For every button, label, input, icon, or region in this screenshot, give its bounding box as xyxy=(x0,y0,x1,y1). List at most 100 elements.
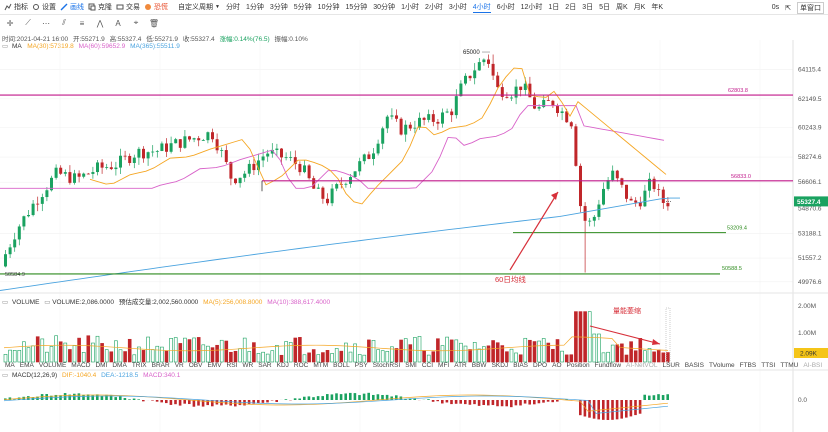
indicator-tab[interactable]: DMI xyxy=(95,361,108,369)
timeframe-tab[interactable]: 分时 xyxy=(225,4,240,11)
indicator-tab[interactable]: BIAS xyxy=(513,361,529,369)
timeframe-tab[interactable]: 15分钟 xyxy=(345,4,368,11)
indicator-tab[interactable]: MA xyxy=(5,361,15,369)
indicator-tab[interactable]: LSUR xyxy=(662,361,680,369)
timeframe-tab[interactable]: 6小时 xyxy=(496,4,515,11)
eye-icon[interactable]: ▭ xyxy=(2,372,9,379)
crosshair-icon[interactable]: ✛ xyxy=(6,18,14,28)
fib-tool-icon[interactable]: ≡ xyxy=(79,18,85,28)
eye-icon[interactable]: ▭ xyxy=(44,299,51,306)
toolbar-trade[interactable]: 交易 xyxy=(116,2,140,12)
timeframe-tab[interactable]: 4小时 xyxy=(472,3,491,13)
eye-icon[interactable]: ▭ xyxy=(2,299,9,306)
macd-bar xyxy=(206,400,209,406)
line-tool-icon[interactable]: ⟋ xyxy=(25,18,31,27)
macd-bar xyxy=(638,400,642,414)
timeframe-tab[interactable]: 12小时 xyxy=(520,4,543,11)
candle-body xyxy=(441,112,444,124)
eye-icon[interactable]: ▭ xyxy=(2,43,9,50)
indicator-tab[interactable]: MACD xyxy=(71,361,91,369)
toolbar-clone[interactable]: 克隆 xyxy=(88,2,112,12)
timeframe-tab[interactable]: 1日 xyxy=(548,4,560,11)
indicator-tab[interactable]: RSI xyxy=(226,361,238,369)
indicator-tab[interactable]: DPO xyxy=(533,361,548,369)
indicator-tab[interactable]: VOLUME xyxy=(38,361,67,369)
indicator-tab[interactable]: VR xyxy=(174,361,184,369)
candle-body xyxy=(275,148,279,150)
trash-icon[interactable]: 🗑 xyxy=(148,18,160,28)
volume-bar xyxy=(8,349,12,363)
indicator-tab[interactable]: DMA xyxy=(112,361,127,369)
indicator-tab[interactable]: TTSI xyxy=(761,361,776,369)
timeframe-tab[interactable]: 30分钟 xyxy=(373,4,396,11)
volume-axis-label: 1.00M xyxy=(798,330,816,337)
timeframe-tab[interactable]: 周K xyxy=(616,4,628,11)
timeframe-tab[interactable]: 年K xyxy=(651,4,664,11)
indicator-tab[interactable]: MFI xyxy=(438,361,450,369)
indicator-tab[interactable]: PSY xyxy=(354,361,368,369)
volume-bar xyxy=(491,340,495,363)
indicator-tab[interactable]: AO xyxy=(552,361,562,369)
pattern-tool-icon[interactable]: ⋀ xyxy=(96,18,104,28)
custom-period-dropdown[interactable]: 自定义周期 ▼ xyxy=(178,2,220,12)
price-axis-label: 53188.1 xyxy=(798,231,822,238)
hline-tool-icon[interactable]: ⋯ xyxy=(42,18,50,28)
candle-body xyxy=(252,163,256,171)
indicator-tab[interactable]: EMV xyxy=(207,361,222,369)
toolbar-fear[interactable]: 恐慌 xyxy=(144,2,168,12)
layout-dropdown[interactable]: 单窗口 xyxy=(797,1,824,14)
timeframe-tab[interactable]: 5分钟 xyxy=(293,4,312,11)
indicator-tab[interactable]: TRIX xyxy=(131,361,147,369)
timeframe-tab[interactable]: 10分钟 xyxy=(317,4,340,11)
indicator-tab[interactable]: StochRSI xyxy=(372,361,401,369)
timeframe-tab[interactable]: 5日 xyxy=(599,4,611,11)
toolbar-indicator[interactable]: 指标 xyxy=(4,2,28,12)
indicator-tab[interactable]: SMI xyxy=(405,361,417,369)
toolbar-draw[interactable]: 画线 xyxy=(60,2,84,12)
candle-body xyxy=(542,99,546,108)
indicator-tab[interactable]: WR xyxy=(242,361,254,369)
macd-bar xyxy=(211,400,214,407)
indicator-tab[interactable]: SAR xyxy=(258,361,272,369)
timeframe-tab[interactable]: 1分钟 xyxy=(245,4,264,11)
indicator-tab[interactable]: EMA xyxy=(19,361,34,369)
volume-bar xyxy=(104,349,109,363)
ohlc-info: 时间:2021-04-21 16:00 开:55271.9 高:55327.4 … xyxy=(2,33,308,43)
indicator-tab[interactable]: BRAR xyxy=(151,361,170,369)
timeframe-tab[interactable]: 2日 xyxy=(565,4,577,11)
indicator-tab[interactable]: BBW xyxy=(471,361,487,369)
indicator-tab[interactable]: BOLL xyxy=(333,361,350,369)
indicator-tab[interactable]: FTBS xyxy=(739,361,757,369)
indicator-tab[interactable]: AI-BSI xyxy=(803,361,823,369)
indicator-tab[interactable]: ATR xyxy=(454,361,467,369)
indicator-tab[interactable]: Fundflow xyxy=(594,361,622,369)
timeframe-tab[interactable]: 月K xyxy=(633,4,646,11)
measure-tool-icon[interactable]: ⌖ xyxy=(133,18,139,27)
indicator-tab[interactable]: KDJ xyxy=(276,361,289,369)
timeframe-tab[interactable]: 3分钟 xyxy=(269,4,288,11)
indicator-tab[interactable]: TTMU xyxy=(780,361,799,369)
timeframe-tab[interactable]: 1小时 xyxy=(401,4,419,11)
candle-body xyxy=(473,70,477,79)
indicator-tab[interactable]: MTM xyxy=(313,361,329,369)
indicator-tab[interactable]: Position xyxy=(566,361,590,369)
expand-icon[interactable]: ⇱ xyxy=(785,4,791,12)
candle-body xyxy=(215,139,219,151)
volume-bar xyxy=(316,354,321,363)
indicator-tab[interactable]: OBV xyxy=(188,361,203,369)
toolbar-settings[interactable]: 设置 xyxy=(32,2,56,12)
chart-canvas[interactable]: 64115.4 62149.5 60243.9 58274.6 56606.1 54870… xyxy=(0,30,828,432)
indicator-tab[interactable]: ROC xyxy=(293,361,309,369)
indicator-tab[interactable]: TVolume xyxy=(708,361,735,369)
channel-tool-icon[interactable]: ⫽ xyxy=(62,18,66,27)
text-tool-icon[interactable]: A xyxy=(115,18,121,28)
candle-body xyxy=(505,96,509,98)
indicator-tab[interactable]: AI-NetVOL xyxy=(626,361,658,369)
indicator-tab[interactable]: SKDJ xyxy=(491,361,509,369)
indicator-tab[interactable]: CCI xyxy=(421,361,434,369)
timeframe-tab[interactable]: 3日 xyxy=(582,4,594,11)
timeframe-tab[interactable]: 3小时 xyxy=(448,4,467,11)
timeframe-tab[interactable]: 2小时 xyxy=(424,4,443,11)
candle-body xyxy=(31,203,35,216)
indicator-tab[interactable]: BASIS xyxy=(684,361,704,369)
